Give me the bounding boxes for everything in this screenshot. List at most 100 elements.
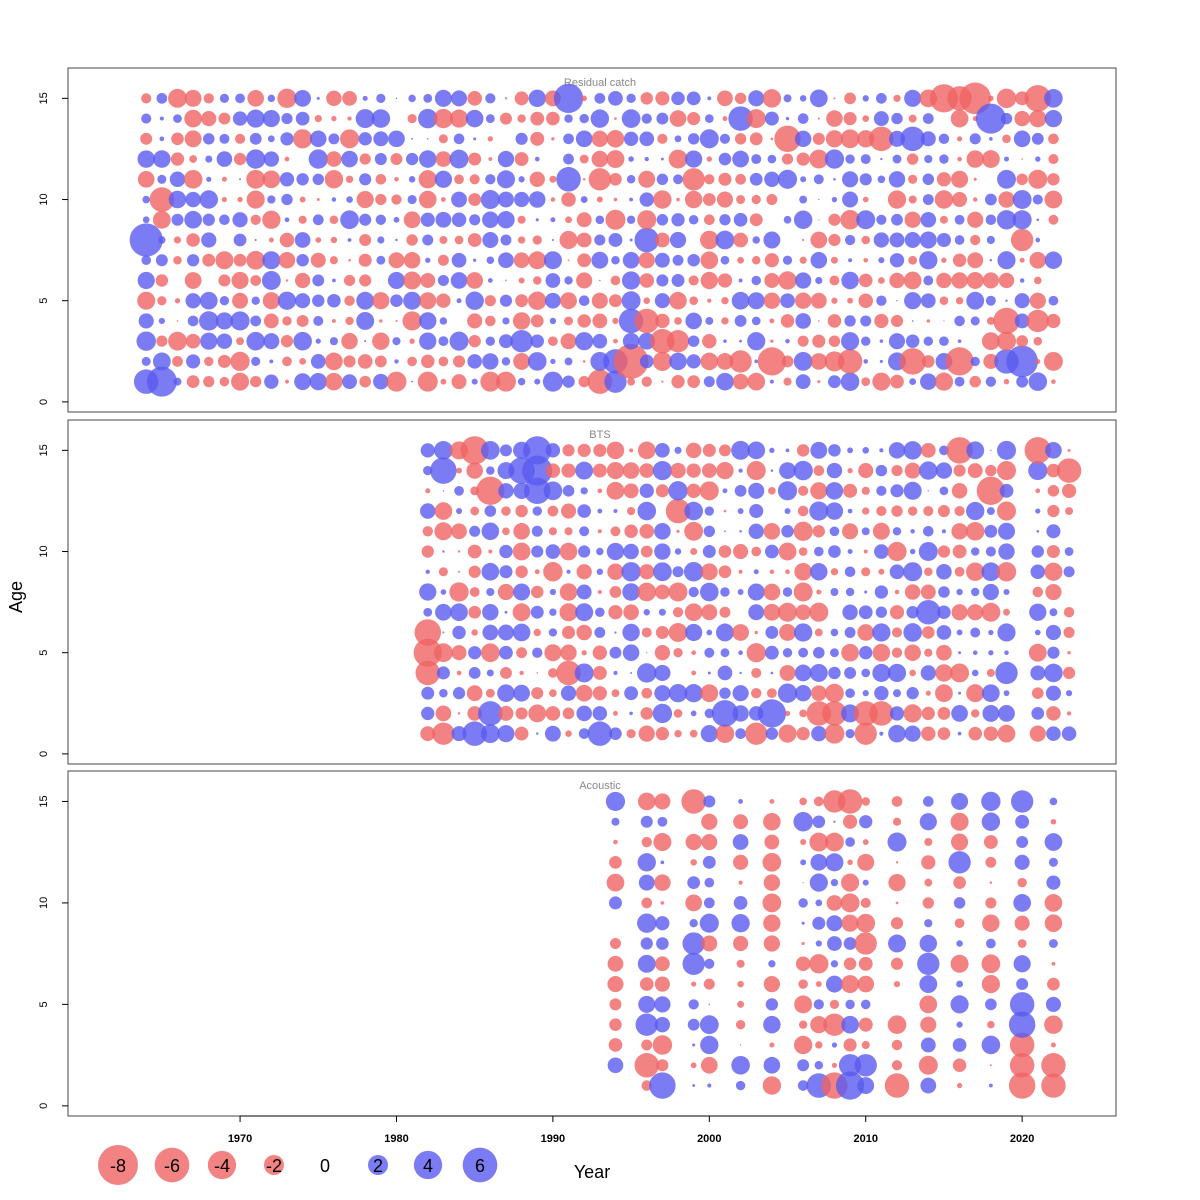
- bubble-point: [826, 915, 843, 932]
- bubble-point: [434, 89, 452, 107]
- bubble-point: [627, 506, 636, 516]
- bubble-point: [513, 352, 531, 370]
- bubble-point: [386, 371, 407, 392]
- bubble-point: [614, 117, 617, 120]
- bubble-point: [813, 999, 824, 1010]
- bubble-point: [939, 296, 949, 305]
- bubble-point: [438, 567, 448, 577]
- bubble-point: [668, 582, 688, 602]
- bubble-point: [770, 671, 774, 675]
- bubble-point: [763, 874, 781, 891]
- bubble-point: [887, 541, 907, 562]
- bubble-point: [810, 292, 827, 309]
- bubble-point: [829, 275, 840, 286]
- bubble-point: [1061, 726, 1077, 741]
- bubble-point: [637, 441, 656, 460]
- bubble-point: [793, 352, 813, 371]
- bubble-point: [595, 215, 605, 225]
- bubble-point: [830, 878, 839, 887]
- bubble-point: [232, 292, 249, 309]
- bubble-point: [482, 231, 499, 249]
- bubble-point: [296, 314, 309, 327]
- bubble-point: [889, 232, 905, 248]
- bubble-point: [579, 154, 589, 164]
- bubble-point: [699, 129, 719, 149]
- bubble-point: [513, 252, 530, 269]
- bubble-point: [1029, 725, 1046, 742]
- bubble-point: [438, 336, 449, 347]
- bubble-point: [779, 624, 796, 641]
- bubble-point: [818, 219, 820, 221]
- bubble-point: [841, 332, 860, 351]
- bubble-point: [658, 608, 666, 616]
- bubble-point: [638, 995, 656, 1013]
- bubble-point: [716, 191, 734, 208]
- bubble-point: [330, 236, 338, 244]
- bubble-point: [268, 237, 274, 243]
- bubble-point: [1044, 89, 1063, 108]
- bubble-point: [622, 644, 640, 662]
- bubble-point: [641, 836, 652, 848]
- bubble-point: [565, 730, 572, 737]
- bubble-point: [549, 608, 557, 616]
- bubble-point: [201, 232, 217, 248]
- bubble-point: [183, 169, 203, 189]
- bubble-point: [674, 446, 682, 454]
- bubble-point: [1024, 437, 1052, 464]
- bubble-point: [1063, 607, 1075, 618]
- bubble-point: [533, 628, 541, 637]
- bubble-point: [590, 109, 610, 128]
- x-tick-label: 1970: [228, 1133, 252, 1145]
- bubble-point: [545, 706, 561, 721]
- bubble-point: [997, 501, 1017, 521]
- bubble-point: [498, 483, 514, 499]
- bubble-point: [842, 171, 859, 188]
- bubble-point: [608, 896, 622, 910]
- bubble-point: [702, 443, 716, 457]
- legend-item: 6: [462, 1147, 498, 1183]
- bubble-point: [989, 1064, 992, 1067]
- bubble-point: [219, 133, 230, 144]
- bubble-point: [215, 312, 234, 330]
- bubble-point: [703, 897, 715, 909]
- bubble-point: [814, 546, 824, 557]
- bubble-point: [657, 816, 668, 827]
- bubble-point: [892, 817, 902, 826]
- bubble-point: [861, 797, 870, 806]
- bubble-point: [246, 331, 265, 351]
- bubble-point: [168, 88, 187, 108]
- bubble-point: [954, 214, 965, 225]
- bubble-point: [1016, 375, 1029, 388]
- bubble-point: [357, 354, 373, 369]
- bubble-point: [561, 503, 577, 519]
- bubble-point: [355, 109, 375, 129]
- bubble-point: [513, 522, 530, 540]
- x-axis-title: Year: [574, 1162, 610, 1182]
- bubble-point: [215, 251, 234, 270]
- bubble-point: [770, 137, 774, 141]
- y-tick-label: 0: [38, 399, 50, 405]
- bubble-point: [517, 114, 526, 123]
- bubble-point: [939, 336, 949, 346]
- bubble-point: [411, 137, 414, 140]
- bubble-point: [767, 154, 777, 164]
- bubble-point: [844, 666, 857, 679]
- bubble-point: [892, 154, 902, 164]
- bubble-point: [812, 916, 826, 930]
- bubble-point: [751, 194, 761, 205]
- bubble-point: [1019, 278, 1025, 283]
- bubble-point: [733, 896, 748, 910]
- bubble-point: [795, 604, 811, 620]
- bubble-point: [439, 688, 448, 698]
- bubble-point: [782, 255, 793, 265]
- bubble-point: [783, 94, 792, 103]
- bubble-point: [751, 316, 761, 326]
- bubble-point: [515, 565, 528, 578]
- bubble-point: [793, 1035, 813, 1055]
- bubble-point: [553, 83, 584, 114]
- bubble-point: [563, 153, 574, 165]
- bubble-point: [768, 960, 776, 968]
- bubble-point: [371, 109, 391, 128]
- bubble-point: [468, 193, 482, 206]
- bubble-point: [655, 443, 670, 458]
